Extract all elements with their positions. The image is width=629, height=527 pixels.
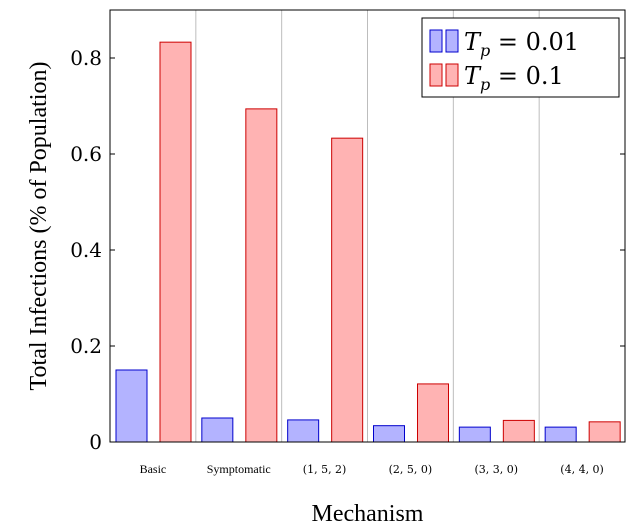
y-tick-label: 0.2 (70, 334, 102, 358)
x-tick-label: Symptomatic (207, 462, 271, 476)
y-axis-label: Total Infections (% of Population) (26, 62, 52, 391)
legend-label: Tp = 0.01 (464, 28, 579, 60)
bar-tp-001 (287, 419, 320, 443)
legend-label: Tp = 0.1 (464, 62, 564, 94)
x-tick-label: Basic (140, 462, 167, 476)
plot-frame (109, 9, 626, 443)
y-tick-label: 0.6 (70, 142, 102, 166)
bar-tp-001 (201, 417, 234, 443)
bar-tp-001 (544, 426, 577, 443)
bar-tp-01 (159, 41, 192, 443)
legend-swatch (445, 63, 459, 87)
x-axis-label: Mechanism (312, 501, 424, 527)
legend-swatch (429, 29, 443, 53)
bars (115, 41, 621, 443)
x-tick-label: (3, 3, 0) (474, 463, 518, 476)
y-tick-label: 0.8 (70, 46, 102, 70)
y-tick-label: 0 (89, 430, 102, 454)
x-tick-label: (2, 5, 0) (389, 463, 433, 476)
bar-tp-01 (588, 421, 621, 443)
legend-swatch (445, 29, 459, 53)
bar-tp-01 (245, 108, 278, 443)
bar-tp-01 (331, 137, 364, 443)
bar-tp-001 (458, 426, 491, 443)
legend-swatch (429, 63, 443, 87)
bar-tp-01 (502, 419, 535, 443)
y-axis-ticks: 0 0.2 0.4 0.6 0.8 (70, 46, 625, 454)
bar-tp-01 (417, 383, 449, 443)
y-tick-label: 0.4 (70, 238, 102, 262)
bar-tp-001 (115, 369, 148, 443)
x-tick-label: (4, 4, 0) (560, 463, 604, 476)
x-tick-label: (1, 5, 2) (303, 463, 347, 476)
x-axis-ticks: Basic Symptomatic (1, 5, 2) (2, 5, 0) (3, 3,… (140, 462, 604, 476)
bar-tp-001 (373, 425, 405, 443)
